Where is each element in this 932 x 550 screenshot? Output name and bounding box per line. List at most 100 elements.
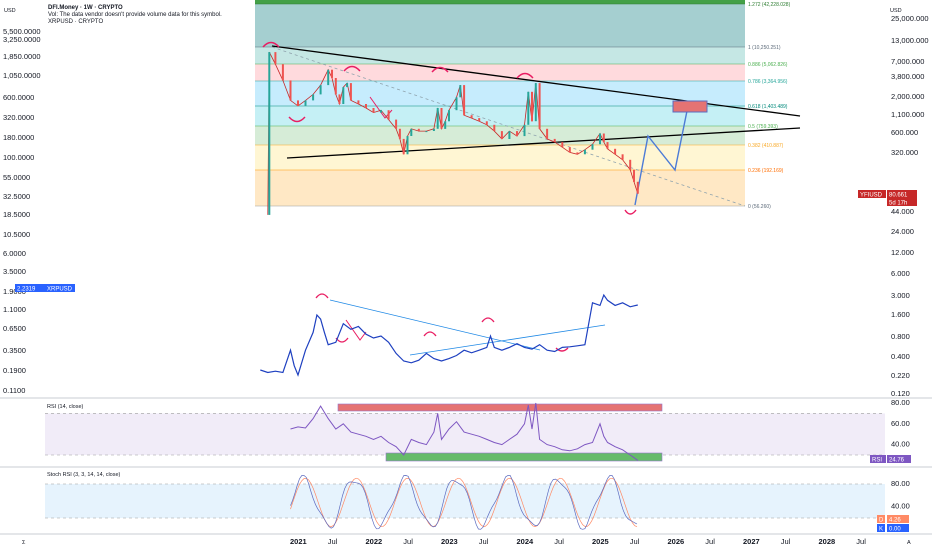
xrp-down-trendline [329, 299, 541, 351]
time-tick-label: 2027 [743, 537, 760, 546]
right-tick-label: 1.600 [891, 310, 910, 319]
stoch-k-line [290, 475, 638, 530]
fib-zone [255, 106, 745, 126]
stoch-k-value: 0.00 [889, 527, 901, 533]
right-tick-label: 3,800.000 [891, 72, 924, 81]
compare-symbol: XRPUSD · CRYPTO [48, 19, 104, 25]
yfi-candle [448, 110, 450, 122]
rsi-tick-label: 40.00 [891, 440, 910, 449]
yfi-candle [527, 91, 530, 125]
right-tick-label: 600.000 [891, 128, 918, 137]
yfi-candle [436, 108, 439, 129]
left-axis-unit: USD [4, 8, 16, 14]
time-tick-label: 2026 [668, 537, 685, 546]
yfi-candle [568, 147, 571, 153]
rsi-label-tag [870, 455, 886, 463]
yfi-candle [534, 83, 537, 122]
time-tick-label: Jul [705, 537, 715, 546]
highlight-arc [288, 116, 306, 123]
chart-title: DFI.Money · 1W · CRYPTO [48, 5, 123, 11]
stoch-k-label: K [879, 527, 883, 533]
right-tick-label: 0.800 [891, 332, 910, 341]
highlight-arc [516, 72, 534, 79]
fib-zone [255, 170, 745, 206]
xrp-up-trendline [409, 324, 606, 356]
yfi-symbol-tag [858, 190, 886, 198]
yfi-candle [331, 69, 333, 78]
yfi-candle [500, 131, 503, 139]
fib-level-label: 0.786 (3,364.956) [748, 79, 788, 85]
rsi-overbought-box [337, 403, 663, 412]
yfi-candle [546, 128, 549, 139]
footer-right-glyph: A [907, 540, 911, 546]
right-tick-label: 0.220 [891, 371, 910, 380]
time-tick-label: 2021 [290, 537, 307, 546]
time-tick-label: Jul [856, 537, 866, 546]
yfi-candle [459, 85, 462, 98]
yfi-candle [380, 110, 382, 113]
left-tick-label: 5,500.0000 [3, 27, 41, 36]
stoch-d-value-tag [887, 515, 909, 523]
time-tick-label: Jul [554, 537, 564, 546]
left-tick-label: 320.0000 [3, 113, 34, 122]
stoch-d-label: D [879, 518, 884, 524]
yfi-candle [274, 52, 277, 65]
right-tick-label: 1,100.000 [891, 110, 924, 119]
left-tick-label: 1,850.0000 [3, 52, 41, 61]
rsi-band [45, 413, 885, 455]
fib-retracement[interactable]: 1.272 (42,228.028) 1 (10,250.251) 0.886 (5… [255, 0, 791, 210]
yfi-candle [395, 119, 398, 129]
fib-level-label: 0.5 (759.393) [748, 124, 778, 130]
highlight-arc [624, 209, 637, 215]
yfi-last-price: 80.661 [889, 193, 908, 199]
yfi-candle [531, 91, 533, 122]
stoch-tick-label: 40.00 [891, 502, 910, 511]
yfi-candle [599, 133, 601, 145]
rsi-tick-label: 80.00 [891, 398, 910, 407]
xrp-highlight-arc [555, 347, 569, 352]
yfi-candle [349, 83, 352, 101]
right-tick-label: 25,000.000 [891, 14, 929, 23]
stoch-d-line [290, 477, 638, 527]
rsi-line [290, 402, 639, 461]
xrp-price-series [260, 293, 638, 377]
yfi-candle [410, 128, 413, 136]
yfi-candle [576, 152, 579, 155]
yfi-candle [312, 94, 315, 101]
left-tick-label: 55.0000 [3, 173, 30, 182]
yfi-candle [444, 121, 447, 129]
right-tick-label: 0.120 [891, 389, 910, 398]
yfi-candle [463, 85, 466, 116]
right-tick-label: 6.000 [891, 269, 910, 278]
time-tick-label: Jul [781, 537, 791, 546]
yfi-candle [602, 133, 605, 143]
yfi-candle [432, 128, 435, 131]
yfi-candle [538, 83, 541, 129]
yfi-candle [561, 142, 564, 148]
fib-level-label: 0.236 (192.169) [748, 168, 784, 174]
fib-level-label: 0.618 (1,403.489) [748, 104, 788, 110]
yfi-candle [516, 131, 518, 137]
yfi-candle [417, 128, 420, 131]
yfi-candle [338, 94, 341, 104]
yfi-candle [289, 80, 292, 101]
left-tick-label: 10.5000 [3, 230, 30, 239]
time-tick-label: 2028 [819, 537, 836, 546]
left-tick-label: 600.0000 [3, 93, 34, 102]
lower-trendline [286, 127, 801, 159]
right-tick-label: 320.000 [891, 148, 918, 157]
target-box [672, 100, 708, 113]
yfi-candle [523, 124, 526, 137]
fib-level-label: 0.382 (410.887) [748, 143, 784, 149]
yfi-candle [319, 85, 322, 95]
left-tick-label: 0.6500 [3, 324, 26, 333]
yfi-candle [629, 159, 632, 170]
stoch-k-label-tag [877, 524, 885, 532]
rsi-title: RSI (14, close) [47, 404, 84, 410]
volume-note: Vol: The data vendor doesn't provide vol… [48, 12, 222, 18]
fib-diagonal [271, 46, 746, 207]
time-tick-label: 2023 [441, 537, 458, 546]
yfi-candle [591, 144, 594, 150]
